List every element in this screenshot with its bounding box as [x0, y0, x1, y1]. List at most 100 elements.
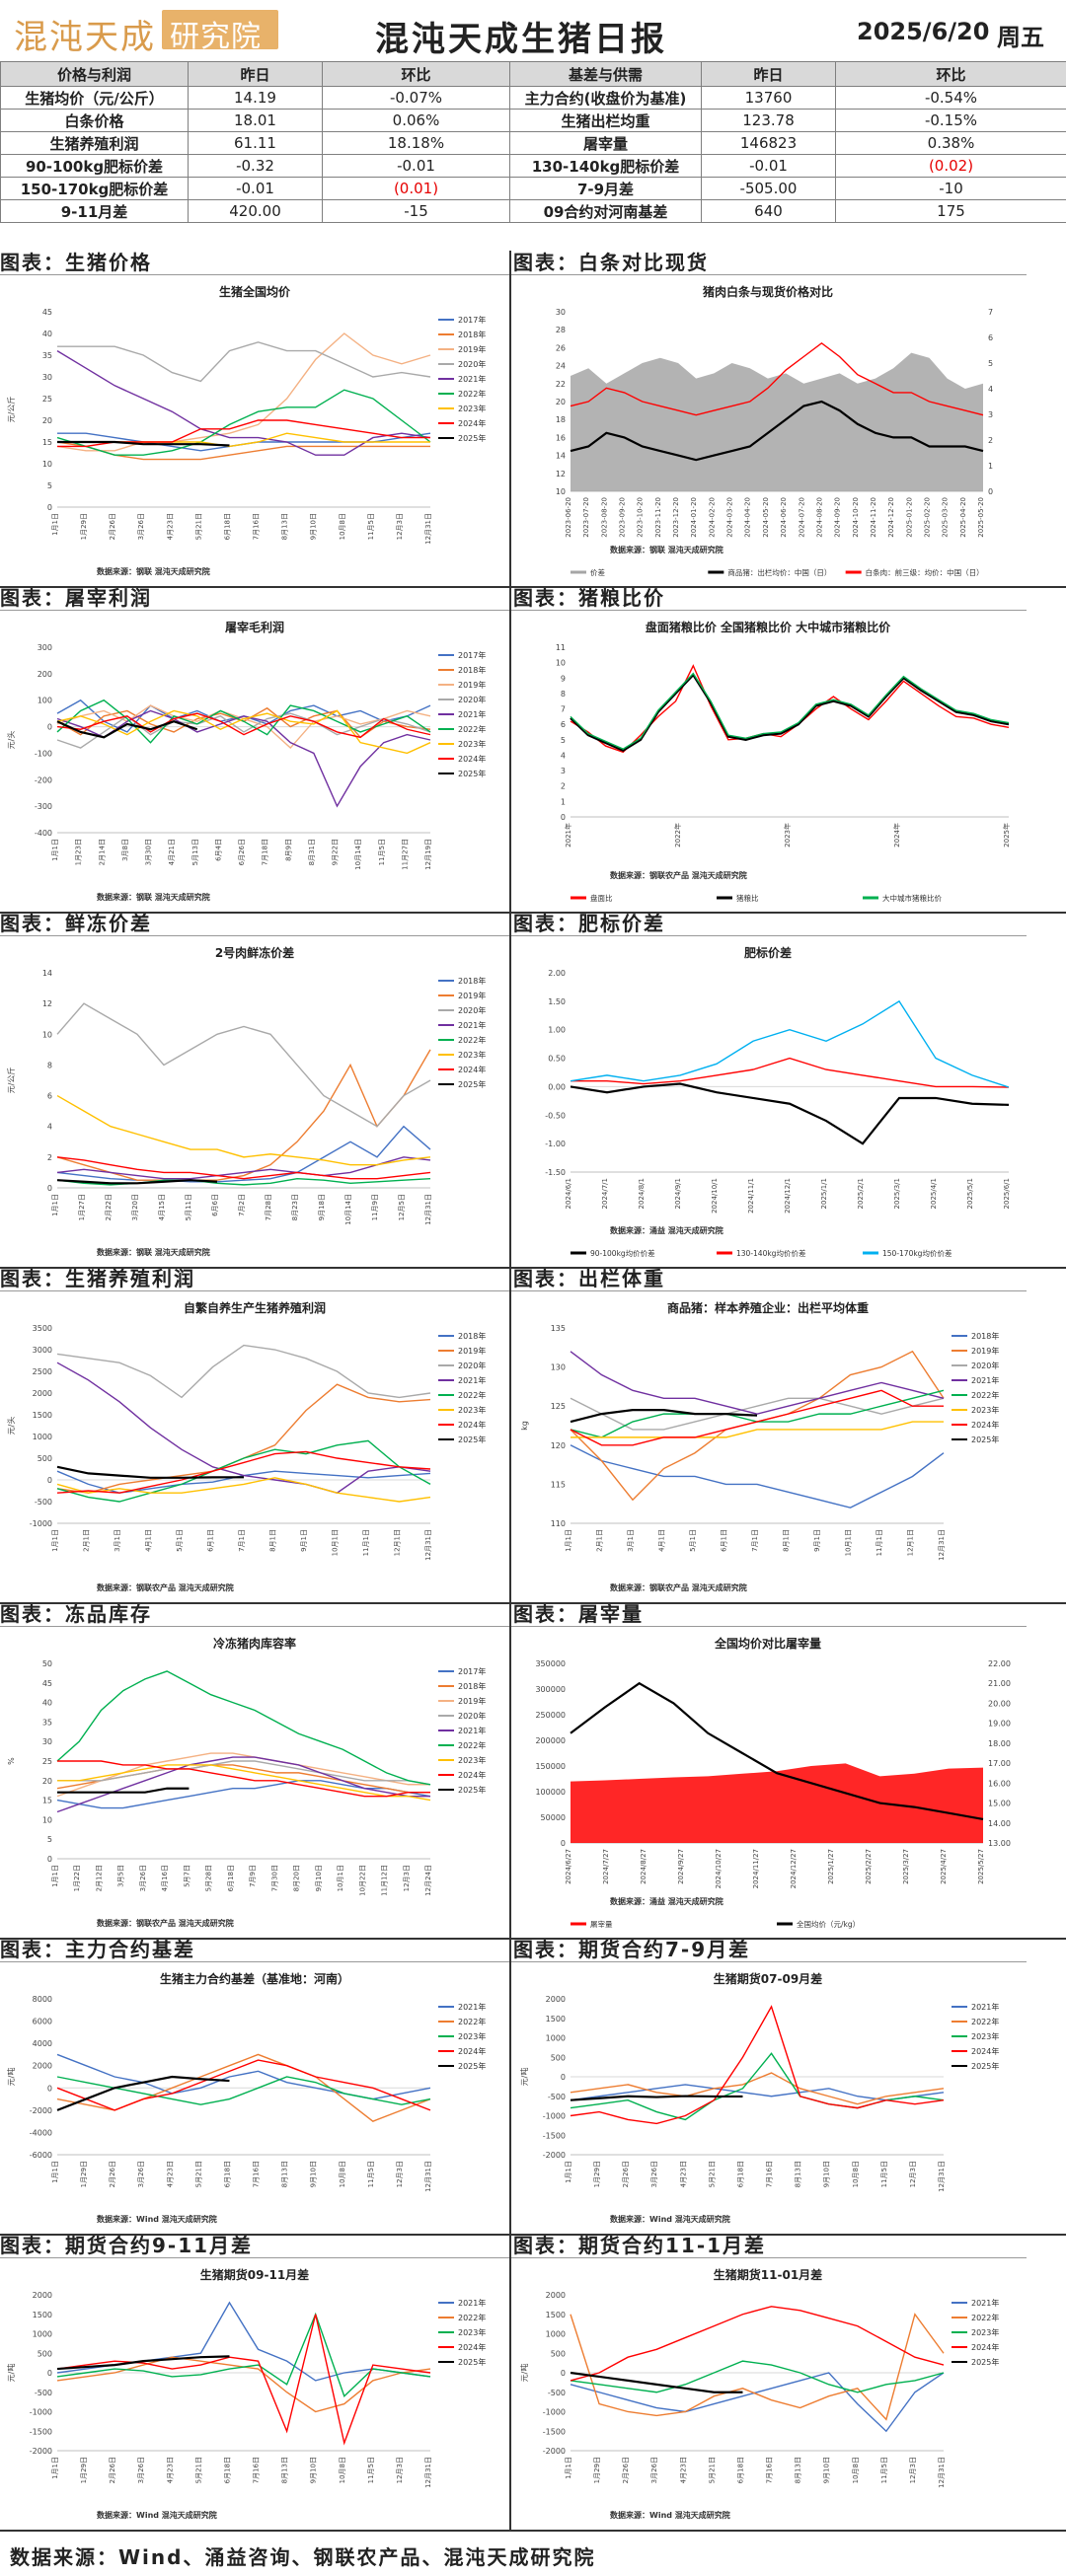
x-tick-label: 5月11日: [185, 1194, 192, 1220]
y-tick-label: -4000: [30, 2128, 52, 2137]
legend-label: 2021年: [971, 2298, 999, 2308]
x-tick-label: 10月8日: [339, 2457, 346, 2483]
table-cell: (0.01): [322, 177, 510, 200]
x-tick-label: 10月22日: [358, 1865, 366, 1896]
x-tick-label: 1月1日: [51, 1529, 59, 1552]
x-tick-label: 5月21日: [708, 2161, 716, 2187]
logo-script-text: 混沌天成: [14, 18, 156, 57]
y-tick-label: 0: [47, 1184, 52, 1193]
x-tick-label: 2024年: [892, 823, 901, 847]
table-row-label: 生猪出栏均重: [509, 109, 702, 132]
series-line: [56, 1049, 431, 1181]
x-tick-label: 1月1日: [51, 839, 59, 861]
x-tick-label: 2022年: [673, 823, 682, 847]
legend-label: 2018年: [458, 1331, 486, 1341]
x-tick-label: 11月5日: [367, 513, 375, 540]
legend-label: 2024年: [458, 1065, 486, 1074]
x-tick-label: 9月18日: [318, 1194, 326, 1220]
legend-label: 2025年: [971, 2061, 999, 2071]
y-tick-label: 15: [42, 438, 52, 447]
legend-label: 2025年: [971, 1435, 999, 1444]
x-tick-label: 7月1日: [751, 1529, 759, 1552]
chart-section: 图表：屠宰量 全国均价对比屠宰量 350000 300000 250000 200000 1…: [513, 1602, 1027, 1938]
table-header-cell: 环比: [322, 61, 510, 87]
y-tick-label: 12: [42, 999, 52, 1008]
x-tick-label: 2023年: [783, 823, 792, 847]
y-tick-label: 200: [38, 670, 52, 679]
x-tick-label: 8月1日: [783, 1529, 791, 1552]
table-cell: 0.38%: [835, 131, 1066, 155]
section-title: 图表：生猪养殖利润: [0, 1267, 513, 1291]
series-line: [570, 2084, 945, 2101]
section-title: 图表：鲜冻价差: [0, 912, 513, 936]
y-tick-label: 25: [42, 395, 52, 404]
series-line: [56, 1477, 431, 1503]
x-tick-label: 2月26日: [622, 2457, 630, 2483]
series-line: [570, 2005, 945, 2125]
x-tick-label: 2月12日: [95, 1865, 103, 1891]
legend-label: 2025年: [458, 2357, 486, 2367]
row-divider: [0, 1938, 1066, 1940]
y2-tick-label: 1: [988, 462, 993, 471]
table-cell: (0.02): [835, 154, 1066, 178]
y-tick-label: -500: [35, 2389, 52, 2397]
y-tick-label: 10: [42, 1815, 52, 1824]
y-tick-label: -400: [35, 829, 52, 838]
legend-label: 2023年: [458, 2031, 486, 2041]
row-divider: [0, 1602, 1066, 1604]
x-tick-label: 10月14日: [344, 1194, 352, 1225]
y-tick-label: 45: [42, 1679, 52, 1688]
legend-label: 2022年: [458, 724, 486, 734]
series-line: [570, 673, 1010, 753]
x-tick-label: 2025年: [1002, 823, 1011, 847]
y-tick-label: 28: [556, 326, 566, 334]
series-line: [56, 332, 431, 452]
x-tick-label: 12月31日: [424, 1529, 432, 1561]
table-cell: 0.06%: [322, 109, 510, 132]
y-tick-label: 18: [556, 415, 566, 424]
x-tick-label: 11月5日: [880, 2161, 888, 2187]
legend-label: 2020年: [971, 1361, 999, 1370]
legend-label: 2025年: [458, 1079, 486, 1089]
series-line: [56, 1344, 431, 1399]
y2-tick-label: 13.00: [988, 1839, 1011, 1848]
y2-tick-label: 20.00: [988, 1699, 1011, 1708]
y-tick-label: -1.50: [545, 1168, 566, 1177]
section-title: 图表：生猪价格: [0, 251, 513, 275]
x-tick-label: 11月12日: [381, 1865, 389, 1896]
series-line: [56, 2075, 230, 2111]
y-tick-label: -100: [35, 749, 52, 758]
y2-tick-label: 21.00: [988, 1679, 1011, 1688]
y-axis-label: 元/吨: [519, 2068, 529, 2087]
x-tick-label: 7月16日: [253, 2457, 261, 2483]
y-tick-label: 6: [561, 720, 566, 729]
summary-table: 价格与利润 昨日 环比 基差与供需 昨日 环比 生猪均价（元/公斤） 14.19 -0.07% 主…: [0, 61, 1066, 223]
column-divider: [509, 1938, 511, 2234]
chart-title: 猪肉白条与现货价格对比: [702, 284, 833, 299]
x-tick-label: 7月18日: [262, 839, 269, 865]
table-cell: 18.01: [188, 109, 323, 132]
x-tick-label: 10月8日: [852, 2457, 860, 2483]
y-tick-label: 5: [561, 736, 566, 745]
chart: 屠宰毛利润 300 200 100 0 -100 -200 -300 -400 元/头 1月1日 1月…: [6, 620, 486, 902]
legend-label: 2023年: [971, 1405, 999, 1415]
chart-section: 图表：期货合约7-9月差 生猪期货07-09月差 2000 1500 1000 500 0 -…: [513, 1938, 1027, 2234]
row-divider: [0, 2234, 1066, 2236]
table-header-cell: 价格与利润: [0, 61, 189, 87]
table-row-label: 主力合约(收盘价为基准): [509, 86, 702, 110]
y2-tick-label: 22.00: [988, 1659, 1011, 1668]
y-tick-label: 0.50: [548, 1055, 566, 1064]
x-tick-label: 1月1日: [565, 1529, 572, 1552]
y-tick-label: 1500: [33, 1411, 52, 1420]
legend-label: 130-140kg均价价差: [736, 1248, 806, 1258]
row-divider: [0, 1267, 1066, 1269]
y-tick-label: 4: [47, 1123, 52, 1132]
x-tick-label: 1月29日: [593, 2161, 601, 2187]
legend-label: 2025年: [458, 2061, 486, 2071]
table-row-label: 生猪养殖利润: [0, 131, 189, 155]
legend-label: 2024年: [458, 754, 486, 764]
y-tick-label: 20: [42, 416, 52, 425]
x-tick-label: 11月1日: [362, 1529, 370, 1556]
x-tick-label: 2025-05-20: [977, 497, 985, 538]
series-line: [570, 1389, 944, 1446]
